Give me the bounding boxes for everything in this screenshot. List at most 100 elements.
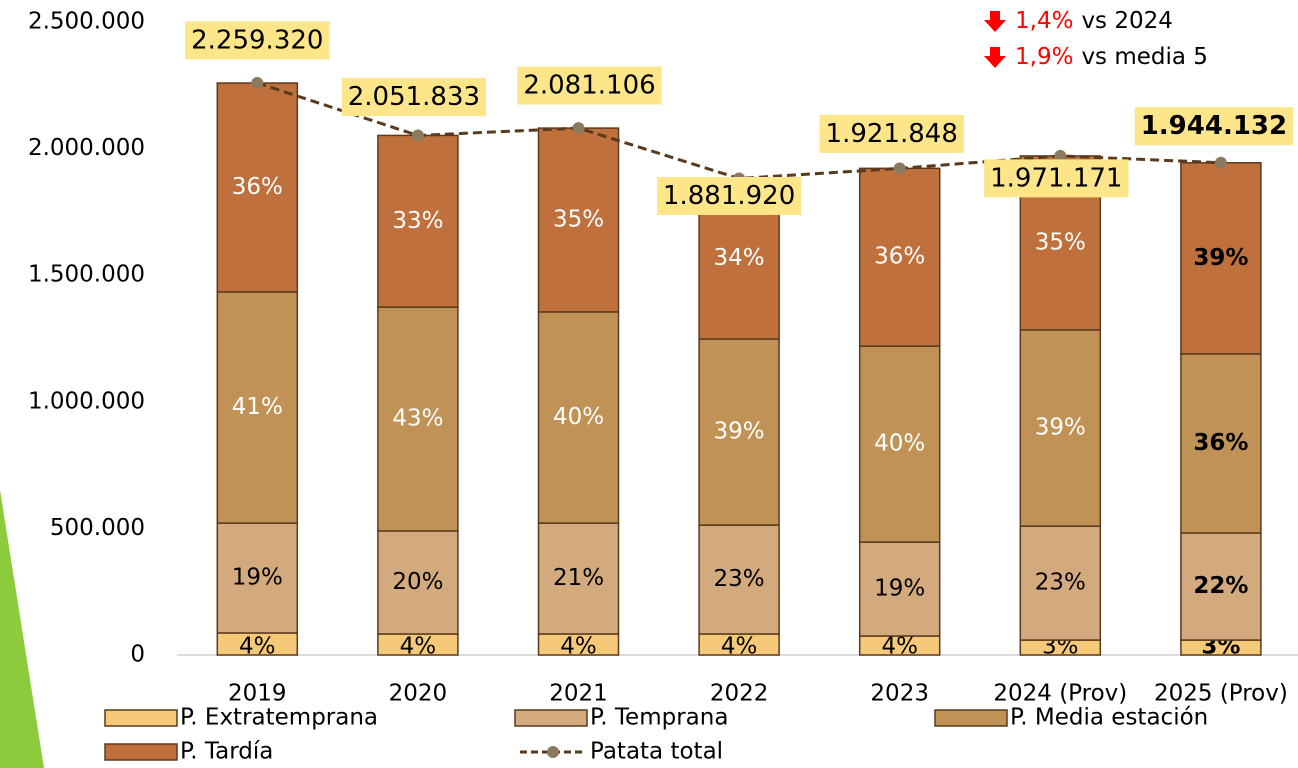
share-label: 34%	[714, 245, 765, 271]
share-label: 23%	[1035, 570, 1086, 596]
share-label: 41%	[232, 394, 283, 420]
value-label: 1.944.132	[1134, 107, 1294, 146]
legend-swatch	[104, 743, 178, 761]
value-label: 1.971.171	[984, 159, 1129, 198]
total-marker	[1054, 149, 1067, 162]
value-label-text: 2.051.833	[348, 82, 480, 112]
value-label-text: 2.259.320	[191, 25, 323, 55]
x-tick-label: 2020	[389, 681, 448, 707]
annotation-text: vs 2024	[1081, 8, 1172, 34]
value-label: 2.051.833	[341, 77, 487, 116]
total-marker	[572, 122, 585, 135]
value-label: 1.921.848	[819, 114, 964, 153]
bar-segment	[377, 134, 459, 308]
bar-segment	[537, 522, 620, 635]
value-label-text: 1.971.171	[990, 163, 1122, 193]
x-tick-label: 2024 (Prov)	[993, 681, 1127, 707]
legend-label: P. Temprana	[590, 705, 728, 731]
x-tick-label: 2021	[549, 681, 608, 707]
legend-swatch	[514, 709, 588, 727]
bar-segment	[216, 82, 299, 293]
legend-label: Patata total	[590, 739, 723, 765]
share-label: 4%	[560, 634, 597, 660]
share-label: 4%	[239, 634, 276, 660]
label-box	[656, 176, 802, 215]
share-label: 36%	[874, 244, 925, 270]
share-label: 40%	[553, 404, 604, 430]
x-tick-label: 2025 (Prov)	[1154, 681, 1288, 707]
value-label-text: 2.081.106	[523, 71, 655, 101]
label-box	[517, 66, 662, 105]
share-label: 35%	[1035, 229, 1086, 255]
bar-segment	[858, 167, 941, 347]
annotation-text: vs media 5	[1081, 44, 1208, 70]
share-label: 23%	[714, 566, 765, 592]
x-tick-label: 2023	[870, 681, 929, 707]
share-label: 4%	[400, 634, 437, 660]
bar-segment	[1019, 329, 1102, 527]
label-box	[185, 21, 330, 60]
legend-swatch	[104, 709, 178, 727]
share-label: 21%	[553, 565, 604, 591]
bar-segment	[1180, 353, 1262, 534]
annotation: 1,4% vs 2024	[1015, 8, 1173, 34]
total-marker	[411, 129, 424, 142]
annotation: 1,9% vs media 5	[1015, 44, 1208, 70]
share-label: 22%	[1193, 573, 1248, 599]
share-label: 36%	[1193, 430, 1248, 456]
legend-marker	[547, 746, 559, 758]
value-label-text: 1.944.132	[1141, 111, 1287, 141]
down-arrow	[984, 47, 1006, 68]
label-box	[819, 114, 964, 153]
y-tick-label: 1.000.000	[28, 388, 145, 414]
share-label: 4%	[721, 634, 758, 660]
legend-label: P. Extratemprana	[180, 705, 378, 731]
share-label: 39%	[1035, 415, 1086, 441]
x-tick-label: 2019	[228, 681, 287, 707]
label-box	[1134, 107, 1294, 146]
share-label: 20%	[392, 569, 443, 595]
total-marker	[893, 162, 906, 175]
share-label: 4%	[881, 634, 918, 660]
share-label: 39%	[714, 419, 765, 445]
share-label: 36%	[232, 174, 283, 200]
share-label: 39%	[1193, 245, 1248, 271]
value-label-text: 1.881.920	[663, 181, 795, 211]
share-label: 40%	[874, 431, 925, 457]
decoration	[0, 490, 44, 768]
label-box	[341, 77, 487, 116]
bar-segment	[216, 291, 299, 524]
y-tick-label: 2.000.000	[28, 135, 145, 161]
y-tick-label: 0	[130, 642, 145, 668]
bar-segment	[377, 306, 459, 532]
total-marker	[251, 76, 264, 89]
bar-segment	[1180, 532, 1262, 641]
bar-segment	[537, 127, 620, 313]
y-tick-label: 1.500.000	[28, 262, 145, 288]
bar-segment	[858, 541, 941, 637]
value-label: 2.259.320	[185, 21, 330, 60]
x-tick-label: 2022	[710, 681, 769, 707]
share-label: 19%	[874, 576, 925, 602]
share-label: 35%	[553, 207, 604, 233]
value-label: 1.881.920	[656, 176, 802, 215]
bar-segment	[698, 524, 780, 635]
y-tick-label: 2.500.000	[28, 9, 145, 35]
legend-swatch	[934, 709, 1008, 727]
share-label: 43%	[392, 406, 443, 432]
bar-segment	[1180, 162, 1262, 355]
bar-segment	[216, 522, 299, 634]
legend-label: P. Media estación	[1010, 705, 1208, 731]
bar-segment	[1019, 525, 1102, 641]
bar-segment	[858, 345, 941, 543]
annotation-change: 1,4%	[1015, 8, 1073, 34]
share-label: 19%	[232, 565, 283, 591]
share-label: 33%	[392, 208, 443, 234]
down-arrow	[984, 11, 1006, 32]
bar-segment	[537, 311, 620, 524]
bar-segment	[377, 530, 459, 635]
value-label: 2.081.106	[517, 66, 662, 105]
label-box	[984, 159, 1129, 198]
y-tick-label: 500.000	[50, 515, 145, 541]
